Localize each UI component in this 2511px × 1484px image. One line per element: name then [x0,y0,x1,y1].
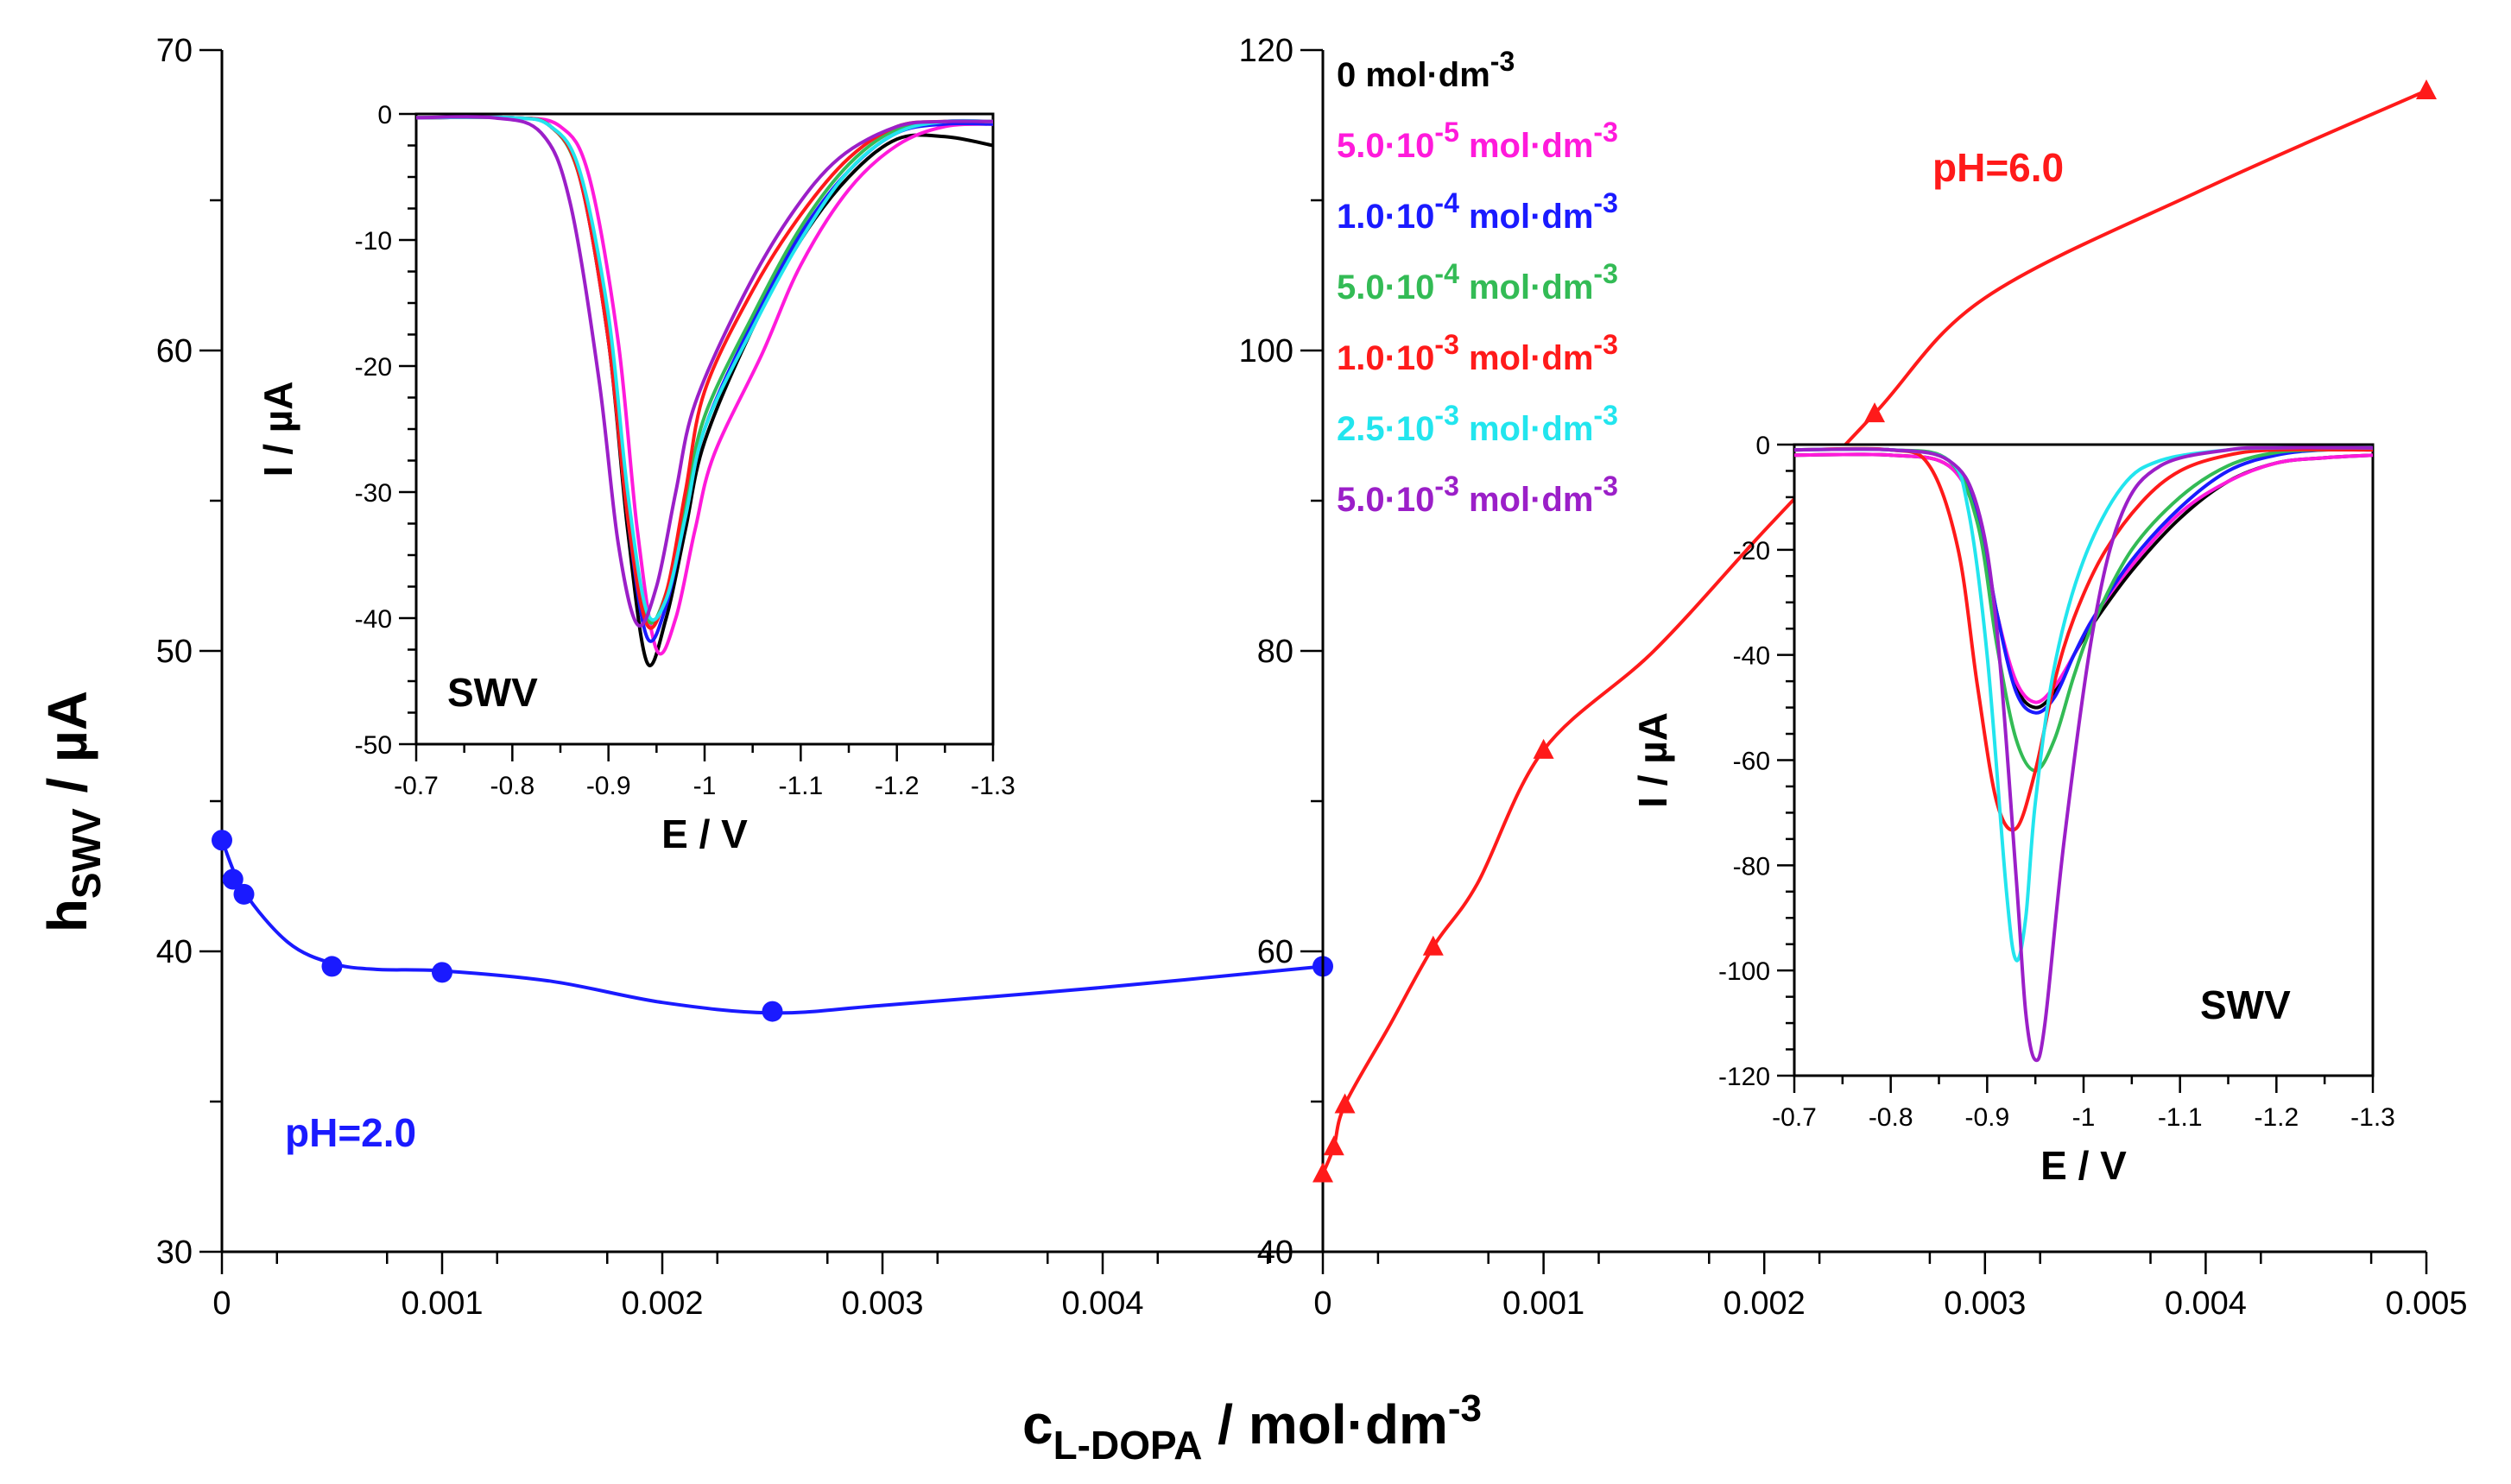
inset-right-y-tick-label: -20 [1733,537,1770,565]
inset-left-x-tick-label: -0.9 [586,772,631,800]
main-left-x-tick-label: 0.003 [841,1285,923,1322]
legend-item: 5.0·10-5 mol·dm-3 [1337,117,1618,165]
inset-left-x-tick-label: -1.2 [875,772,920,800]
inset-right-y-tick-label: -100 [1718,957,1770,986]
ph2-data-point [233,883,255,905]
inset-right-x-tick-label: -1.1 [2158,1103,2203,1132]
inset-right-x-tick-label: -0.9 [1964,1103,2009,1132]
inset-right-curve [1793,452,2374,704]
inset-right-curve [1793,445,2374,1063]
ph6-data-point [1312,1162,1333,1183]
ph6-data-point [1323,1135,1344,1156]
inset-right-y-tick-label: -120 [1718,1063,1770,1091]
main-left-y-tick-label: 30 [156,1235,193,1271]
main-left-x-tick-label: 0 [212,1285,231,1322]
inset-left-y-tick-label: -30 [355,479,392,508]
main-left-plot: 30 40 50 60 70 0 0.001 0.002 0.003 0.004 [156,33,1333,1322]
inset-left-x-tick-label: -1 [693,772,717,800]
main-right-x-tick-label: 0.001 [1502,1285,1584,1322]
main-x-axis-title: cL-DOPA / mol·dm-3 [1022,1387,1482,1468]
inset-right-x-tick-label: -1 [2072,1103,2096,1132]
ph2-annotation: pH=2.0 [285,1110,416,1155]
inset-left-x-tick-label: -0.8 [490,772,534,800]
ph2-data-point [321,956,343,977]
legend: 0 mol·dm-3 5.0·10-5 mol·dm-3 1.0·10-4 mol·… [1337,46,1618,519]
main-left-x-tick-label: 0.002 [621,1285,703,1322]
ph2-data-point [762,1001,783,1022]
inset-left-x-tick-label: -0.7 [394,772,439,800]
inset-right-x-tick-label: -1.2 [2254,1103,2299,1132]
legend-item: 2.5·10-3 mol·dm-3 [1337,400,1618,448]
main-right-plot: 40 60 80 100 120 0 0.001 0.002 0.003 0.004 0.005 [1239,33,2468,1322]
main-right-y-tick-label: 40 [1257,1235,1293,1271]
inset-right-frame [1793,443,2375,1077]
main-left-y-tick-label: 70 [156,33,193,69]
ph2-data-point [432,962,452,983]
main-left-y-tick-label: 40 [156,934,193,970]
ph6-annotation: pH=6.0 [1932,145,2064,190]
inset-left-curve [415,115,994,622]
main-left-y-tick-label: 50 [156,634,193,670]
main-right-y-tick-label: 100 [1239,333,1293,369]
inset-right-plot: -120 -100 -80 -60 -40 -20 0 -0.7 -0.8 -0.9 -1 -1.1 -… [1630,432,2395,1188]
inset-left-y-tick-label: -20 [355,353,392,382]
ph6-data-point [1864,402,1885,423]
main-right-x-tick-label: 0.004 [2165,1285,2247,1322]
ph6-data-point [1334,1093,1356,1114]
ph6-data-point [1533,738,1554,759]
inset-left-curve [415,115,994,656]
inset-left-y-axis-title: I / µA [256,382,300,477]
inset-left-y-tick-label: -10 [355,227,392,256]
inset-right-swv-label: SWV [2200,982,2291,1027]
inset-right-x-axis-title: E / V [2040,1143,2127,1188]
legend-item: 0 mol·dm-3 [1337,46,1515,94]
inset-right-y-tick-label: -40 [1733,642,1770,671]
main-right-x-tick-label: 0.005 [2385,1285,2467,1322]
inset-right-x-tick-label: -0.8 [1869,1103,1913,1132]
inset-left-plot: -50 -40 -30 -20 -10 0 -0.7 -0.8 -0.9 -1 -1.1 -1.2 -1… [256,101,1015,856]
inset-right-x-tick-label: -1.3 [2350,1103,2395,1132]
main-y-axis-title: hSWV / µA [36,691,109,932]
legend-item: 5.0·10-4 mol·dm-3 [1337,258,1618,306]
ph2-data-point [222,868,244,890]
inset-right-y-tick-label: -60 [1733,748,1770,776]
inset-right-curve [1793,446,2374,832]
inset-right-x-tick-label: -0.7 [1772,1103,1817,1132]
legend-item: 1.0·10-3 mol·dm-3 [1337,329,1618,377]
inset-right-curve [1793,445,2374,963]
ph6-series-line [1321,89,2427,1175]
ph2-data-point [212,830,232,851]
inset-left-y-tick-label: -50 [355,731,392,760]
main-right-y-tick-label: 120 [1239,33,1293,69]
inset-left-x-axis-title: E / V [661,811,748,856]
inset-left-swv-label: SWV [447,670,538,715]
inset-right-y-tick-label: -80 [1733,852,1770,881]
inset-right-y-axis-title: I / µA [1630,712,1675,808]
main-right-y-tick-label: 60 [1257,934,1293,970]
ph6-data-point [1422,935,1444,956]
inset-left-curve [415,115,994,628]
main-right-x-tick-label: 0.003 [1944,1285,2026,1322]
main-right-x-tick-label: 0.002 [1724,1285,1806,1322]
main-left-x-tick-label: 0.004 [1061,1285,1143,1322]
inset-left-y-tick-label: -40 [355,605,392,634]
legend-item: 5.0·10-3 mol·dm-3 [1337,470,1618,519]
ph6-data-point [2416,79,2437,99]
inset-left-x-tick-label: -1.3 [971,772,1015,800]
inset-left-y-tick-label: 0 [377,101,392,129]
main-left-y-tick-label: 60 [156,333,193,369]
ph2-series-line [220,839,1324,1015]
main-left-x-tick-label: 0.001 [401,1285,483,1322]
inset-left-x-tick-label: -1.1 [778,772,823,800]
main-right-x-tick-label: 0 [1313,1285,1331,1322]
main-right-y-tick-label: 80 [1257,634,1293,670]
legend-item: 1.0·10-4 mol·dm-3 [1337,187,1618,236]
inset-right-y-tick-label: 0 [1755,432,1770,460]
